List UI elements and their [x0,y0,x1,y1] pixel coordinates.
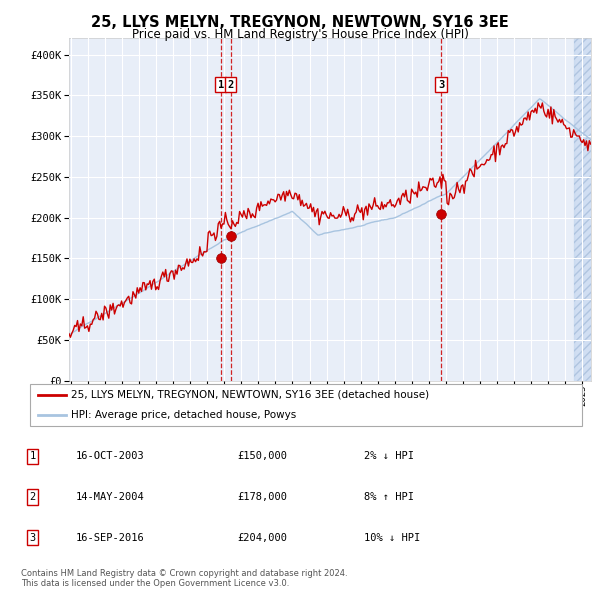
Text: 2: 2 [227,80,233,90]
Text: £204,000: £204,000 [237,533,287,543]
FancyBboxPatch shape [30,384,582,426]
Text: 1: 1 [218,80,224,90]
Text: Price paid vs. HM Land Registry's House Price Index (HPI): Price paid vs. HM Land Registry's House … [131,28,469,41]
Text: 2: 2 [29,492,35,502]
Text: 25, LLYS MELYN, TREGYNON, NEWTOWN, SY16 3EE (detached house): 25, LLYS MELYN, TREGYNON, NEWTOWN, SY16 … [71,390,430,400]
Text: 25, LLYS MELYN, TREGYNON, NEWTOWN, SY16 3EE: 25, LLYS MELYN, TREGYNON, NEWTOWN, SY16 … [91,15,509,30]
Bar [574,38,600,381]
Text: £178,000: £178,000 [237,492,287,502]
Text: 16-OCT-2003: 16-OCT-2003 [76,451,145,461]
Text: 3: 3 [29,533,35,543]
Text: 1: 1 [29,451,35,461]
Text: HPI: Average price, detached house, Powys: HPI: Average price, detached house, Powy… [71,411,296,420]
Bar [574,38,600,381]
Text: 14-MAY-2004: 14-MAY-2004 [76,492,145,502]
Text: 2% ↓ HPI: 2% ↓ HPI [364,451,413,461]
Text: Contains HM Land Registry data © Crown copyright and database right 2024.
This d: Contains HM Land Registry data © Crown c… [21,569,347,588]
Text: 10% ↓ HPI: 10% ↓ HPI [364,533,420,543]
Text: 16-SEP-2016: 16-SEP-2016 [76,533,145,543]
Text: £150,000: £150,000 [237,451,287,461]
Text: 8% ↑ HPI: 8% ↑ HPI [364,492,413,502]
Text: 3: 3 [438,80,444,90]
